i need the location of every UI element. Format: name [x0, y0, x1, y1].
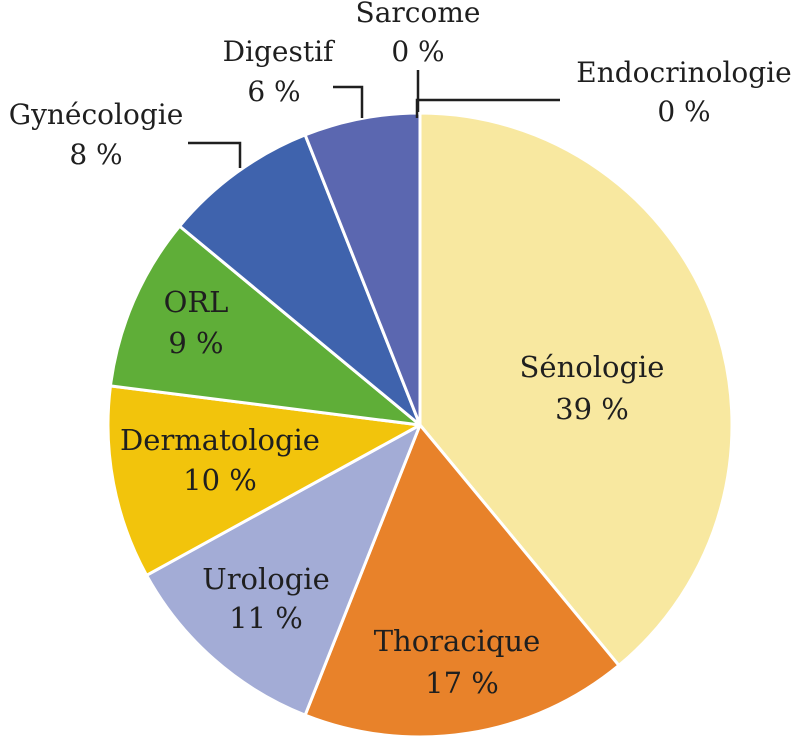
- value-label-endocrinologie: 0 %: [657, 95, 710, 128]
- value-label-thoracique: 17 %: [425, 666, 499, 700]
- label-urologie: Urologie: [202, 562, 330, 596]
- slice-thoracique: [303, 423, 621, 739]
- value-label-gynecologie: 8 %: [69, 138, 122, 171]
- label-sarcome: Sarcome: [356, 0, 481, 29]
- value-label-senologie: 39 %: [555, 392, 629, 426]
- label-thoracique: Thoracique: [374, 624, 541, 658]
- leader-lines: [188, 70, 560, 168]
- slice-orl: [108, 224, 422, 427]
- pie-slices: [106, 111, 734, 739]
- value-label-digestif: 6 %: [247, 75, 300, 108]
- value-label-sarcome: 0 %: [391, 35, 444, 68]
- value-label-orl: 9 %: [168, 326, 223, 360]
- slice-digestif: [303, 111, 422, 427]
- leader-line-gynecologie: [188, 141, 242, 168]
- slice-gynecologie: [178, 133, 422, 427]
- label-senologie: Sénologie: [520, 350, 665, 384]
- leader-line-digestif: [333, 85, 364, 118]
- slice-senologie: [418, 111, 734, 667]
- value-label-dermatologie: 10 %: [183, 463, 257, 497]
- label-digestif: Digestif: [223, 35, 336, 68]
- slice-urologie: [145, 423, 422, 717]
- slice-labels: Endocrinologie 0 % Sénologie 39 % Thoracique…: [9, 0, 792, 700]
- label-endocrinologie: Endocrinologie: [576, 56, 791, 89]
- label-orl: ORL: [164, 285, 229, 319]
- label-dermatologie: Dermatologie: [120, 423, 320, 457]
- slice-dermatologie: [106, 384, 422, 577]
- label-gynecologie: Gynécologie: [9, 98, 184, 131]
- value-label-urologie: 11 %: [229, 601, 303, 635]
